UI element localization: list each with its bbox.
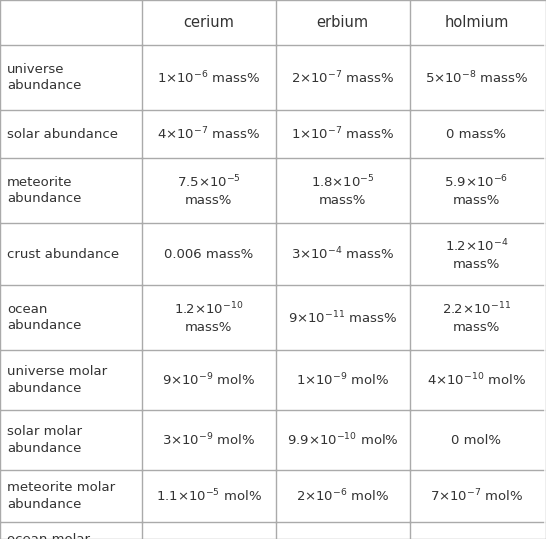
Text: $2{\times}10^{-7}$ mass%: $2{\times}10^{-7}$ mass% xyxy=(291,69,394,86)
Text: $7{\times}10^{-7}$ mol%: $7{\times}10^{-7}$ mol% xyxy=(430,488,523,505)
Text: ocean molar
abundance: ocean molar abundance xyxy=(7,533,90,539)
Text: $4{\times}10^{-10}$ mol%: $4{\times}10^{-10}$ mol% xyxy=(427,372,526,388)
Text: $2{\times}10^{-6}$ mol%: $2{\times}10^{-6}$ mol% xyxy=(296,488,389,505)
Text: $3{\times}10^{-9}$ mol%: $3{\times}10^{-9}$ mol% xyxy=(162,432,256,448)
Text: 0 mol%: 0 mol% xyxy=(452,433,501,446)
Text: $1.8{\times}10^{-5}$
mass%: $1.8{\times}10^{-5}$ mass% xyxy=(311,174,375,207)
Text: holmium: holmium xyxy=(444,15,508,30)
Text: $3{\times}10^{-4}$ mass%: $3{\times}10^{-4}$ mass% xyxy=(291,246,394,262)
Text: ocean
abundance: ocean abundance xyxy=(7,303,81,332)
Text: 0 mass%: 0 mass% xyxy=(447,128,506,141)
Text: universe
abundance: universe abundance xyxy=(7,63,81,92)
Text: $1.1{\times}10^{-5}$ mol%: $1.1{\times}10^{-5}$ mol% xyxy=(156,488,262,505)
Text: $9.9{\times}10^{-10}$ mol%: $9.9{\times}10^{-10}$ mol% xyxy=(287,432,399,448)
Text: $1{\times}10^{-7}$ mass%: $1{\times}10^{-7}$ mass% xyxy=(291,126,394,142)
Text: cerium: cerium xyxy=(183,15,234,30)
Text: solar molar
abundance: solar molar abundance xyxy=(7,425,82,455)
Text: solar abundance: solar abundance xyxy=(7,128,118,141)
Text: 0.006 mass%: 0.006 mass% xyxy=(164,247,253,260)
Text: $9{\times}10^{-11}$ mass%: $9{\times}10^{-11}$ mass% xyxy=(288,309,397,326)
Text: $1.2{\times}10^{-10}$
mass%: $1.2{\times}10^{-10}$ mass% xyxy=(174,301,244,334)
Text: meteorite
abundance: meteorite abundance xyxy=(7,176,81,205)
Text: erbium: erbium xyxy=(317,15,369,30)
Text: $9{\times}10^{-9}$ mol%: $9{\times}10^{-9}$ mol% xyxy=(162,372,256,388)
Text: universe molar
abundance: universe molar abundance xyxy=(7,365,107,395)
Text: $1{\times}10^{-6}$ mass%: $1{\times}10^{-6}$ mass% xyxy=(157,69,260,86)
Text: $1.2{\times}10^{-4}$
mass%: $1.2{\times}10^{-4}$ mass% xyxy=(444,238,508,271)
Text: $5{\times}10^{-8}$ mass%: $5{\times}10^{-8}$ mass% xyxy=(425,69,528,86)
Text: $5.9{\times}10^{-6}$
mass%: $5.9{\times}10^{-6}$ mass% xyxy=(444,174,508,207)
Text: $7.5{\times}10^{-5}$
mass%: $7.5{\times}10^{-5}$ mass% xyxy=(177,174,241,207)
Text: meteorite molar
abundance: meteorite molar abundance xyxy=(7,481,115,511)
Text: $2.2{\times}10^{-11}$
mass%: $2.2{\times}10^{-11}$ mass% xyxy=(442,301,511,334)
Text: $1{\times}10^{-9}$ mol%: $1{\times}10^{-9}$ mol% xyxy=(296,372,389,388)
Text: crust abundance: crust abundance xyxy=(7,247,119,260)
Text: $4{\times}10^{-7}$ mass%: $4{\times}10^{-7}$ mass% xyxy=(157,126,260,142)
